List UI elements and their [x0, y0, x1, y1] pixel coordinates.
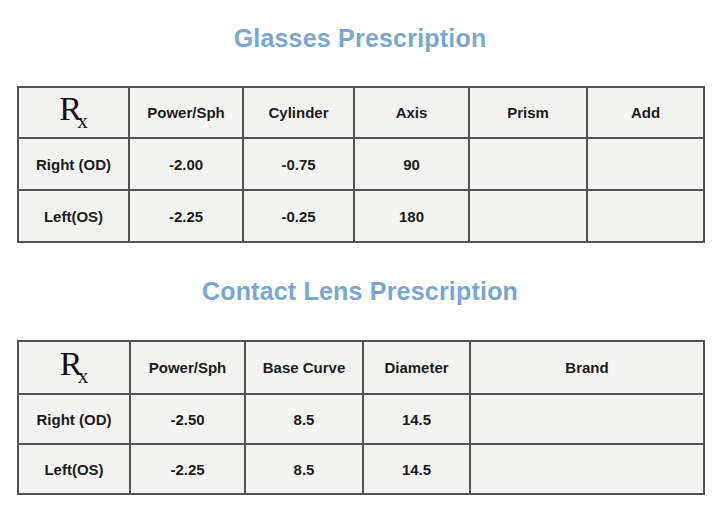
column-header-add: Add — [587, 87, 704, 138]
glasses-header-row: Rx Power/Sph Cylinder Axis Prism Add — [18, 87, 704, 138]
table-row: Right (OD) -2.50 8.5 14.5 — [18, 394, 704, 444]
contacts-left-base-curve: 8.5 — [245, 444, 363, 494]
glasses-left-cylinder: -0.25 — [243, 190, 354, 242]
glasses-right-cylinder: -0.75 — [243, 138, 354, 190]
contacts-right-brand — [470, 394, 704, 444]
contacts-left-power: -2.25 — [130, 444, 245, 494]
column-header-cylinder: Cylinder — [243, 87, 354, 138]
glasses-right-power: -2.00 — [129, 138, 243, 190]
rx-symbol: Rx — [18, 87, 129, 138]
rx-icon: Rx — [59, 92, 88, 132]
glasses-left-add — [587, 190, 704, 242]
row-label-right-od: Right (OD) — [18, 394, 130, 444]
column-header-diameter: Diameter — [363, 341, 470, 394]
column-header-axis: Axis — [354, 87, 469, 138]
column-header-power-sph: Power/Sph — [130, 341, 245, 394]
glasses-prescription-table: Rx Power/Sph Cylinder Axis Prism Add Rig… — [17, 86, 705, 243]
contacts-right-base-curve: 8.5 — [245, 394, 363, 444]
rx-icon: Rx — [60, 347, 89, 387]
column-header-power-sph: Power/Sph — [129, 87, 243, 138]
glasses-right-add — [587, 138, 704, 190]
table-row: Left(OS) -2.25 8.5 14.5 — [18, 444, 704, 494]
glasses-right-prism — [469, 138, 587, 190]
column-header-base-curve: Base Curve — [245, 341, 363, 394]
glasses-left-axis: 180 — [354, 190, 469, 242]
contacts-right-diameter: 14.5 — [363, 394, 470, 444]
glasses-left-power: -2.25 — [129, 190, 243, 242]
table-row: Left(OS) -2.25 -0.25 180 — [18, 190, 704, 242]
glasses-section-title: Glasses Prescription — [0, 24, 720, 53]
contacts-left-diameter: 14.5 — [363, 444, 470, 494]
row-label-left-os: Left(OS) — [18, 190, 129, 242]
contacts-left-brand — [470, 444, 704, 494]
rx-symbol: Rx — [18, 341, 130, 394]
contacts-right-power: -2.50 — [130, 394, 245, 444]
column-header-brand: Brand — [470, 341, 704, 394]
row-label-left-os: Left(OS) — [18, 444, 130, 494]
row-label-right-od: Right (OD) — [18, 138, 129, 190]
contacts-header-row: Rx Power/Sph Base Curve Diameter Brand — [18, 341, 704, 394]
contacts-section-title: Contact Lens Prescription — [0, 277, 720, 306]
glasses-right-axis: 90 — [354, 138, 469, 190]
glasses-left-prism — [469, 190, 587, 242]
contact-lens-prescription-table: Rx Power/Sph Base Curve Diameter Brand R… — [17, 340, 705, 495]
table-row: Right (OD) -2.00 -0.75 90 — [18, 138, 704, 190]
column-header-prism: Prism — [469, 87, 587, 138]
